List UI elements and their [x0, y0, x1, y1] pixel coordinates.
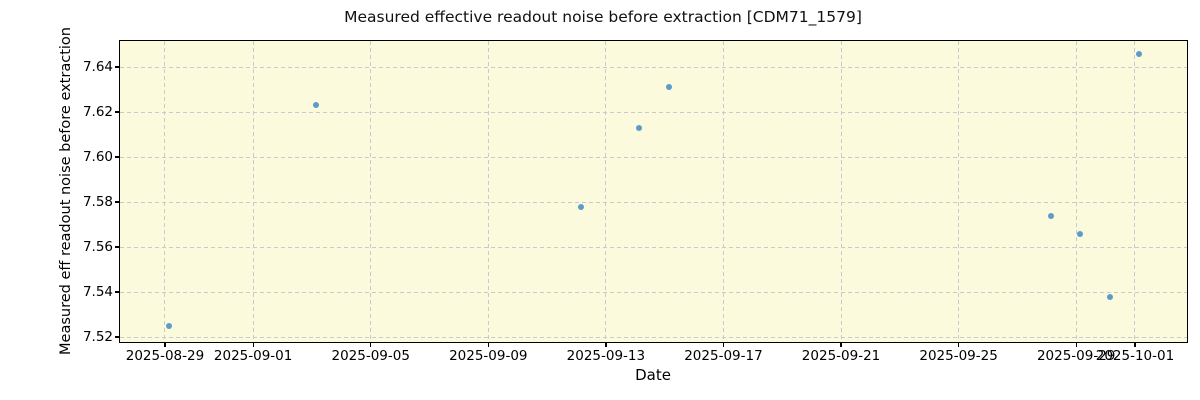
x-gridline: [605, 41, 607, 342]
y-gridline: [120, 201, 1187, 203]
y-tick-mark: [114, 246, 119, 248]
x-gridline: [487, 41, 489, 342]
x-tick-label: 2025-09-25: [919, 348, 998, 364]
y-gridline: [120, 111, 1187, 113]
y-tick-label: 7.54: [82, 284, 113, 301]
x-tick-mark: [605, 342, 607, 347]
x-gridline: [370, 41, 372, 342]
y-axis-label: Measured eff readout noise before extrac…: [58, 27, 74, 355]
y-tick-label: 7.64: [82, 59, 113, 76]
y-gridline: [120, 291, 1187, 293]
x-tick-label: 2025-10-01: [1095, 348, 1175, 364]
y-gridline: [120, 336, 1187, 338]
y-tick-label: 7.62: [82, 104, 113, 121]
data-point: [636, 124, 643, 131]
x-tick-label: 2025-08-29: [125, 348, 205, 364]
data-point: [577, 203, 584, 210]
y-tick-mark: [114, 66, 119, 68]
data-point: [166, 322, 173, 329]
x-tick-label: 2025-09-13: [566, 348, 646, 364]
chart-title: Measured effective readout noise before …: [344, 8, 862, 26]
x-gridline: [722, 41, 724, 342]
x-gridline: [840, 41, 842, 342]
x-tick-label: 2025-09-05: [331, 348, 410, 364]
y-tick-mark: [114, 111, 119, 113]
y-tick-label: 7.56: [82, 239, 113, 256]
x-tick-label: 2025-09-09: [449, 348, 528, 364]
x-gridline: [1134, 41, 1136, 342]
y-gridline: [120, 66, 1187, 68]
y-tick-label: 7.58: [82, 194, 113, 211]
data-point: [1106, 293, 1113, 300]
x-tick-mark: [840, 342, 842, 347]
x-tick-label: 2025-09-01: [213, 348, 293, 364]
x-gridline: [164, 41, 166, 342]
x-tick-label: 2025-09-21: [801, 348, 881, 364]
x-tick-mark: [722, 342, 725, 347]
y-gridline: [120, 156, 1187, 158]
x-gridline: [252, 41, 254, 342]
y-gridline: [120, 246, 1187, 248]
data-point: [665, 84, 672, 91]
x-gridline: [958, 41, 960, 342]
y-tick-label: 7.60: [82, 149, 113, 166]
x-tick-mark: [370, 342, 372, 347]
data-point: [313, 102, 320, 109]
x-tick-mark: [487, 342, 489, 347]
y-tick-mark: [114, 336, 119, 338]
plot-area: [119, 40, 1188, 343]
x-tick-mark: [252, 342, 254, 347]
x-axis-label: Date: [635, 366, 671, 384]
y-tick-mark: [114, 201, 119, 203]
y-tick-label: 7.52: [82, 329, 113, 346]
x-tick-mark: [164, 342, 166, 347]
data-point: [1047, 212, 1054, 219]
x-tick-label: 2025-09-17: [684, 348, 763, 364]
data-point: [1136, 50, 1143, 57]
y-tick-mark: [114, 291, 119, 293]
x-tick-mark: [957, 342, 960, 347]
y-tick-mark: [114, 156, 119, 158]
x-tick-mark: [1134, 342, 1136, 347]
data-point: [1077, 230, 1084, 237]
x-gridline: [1075, 41, 1077, 342]
x-tick-mark: [1075, 342, 1077, 347]
x-tick-label: 2025-09-29: [1036, 348, 1116, 364]
